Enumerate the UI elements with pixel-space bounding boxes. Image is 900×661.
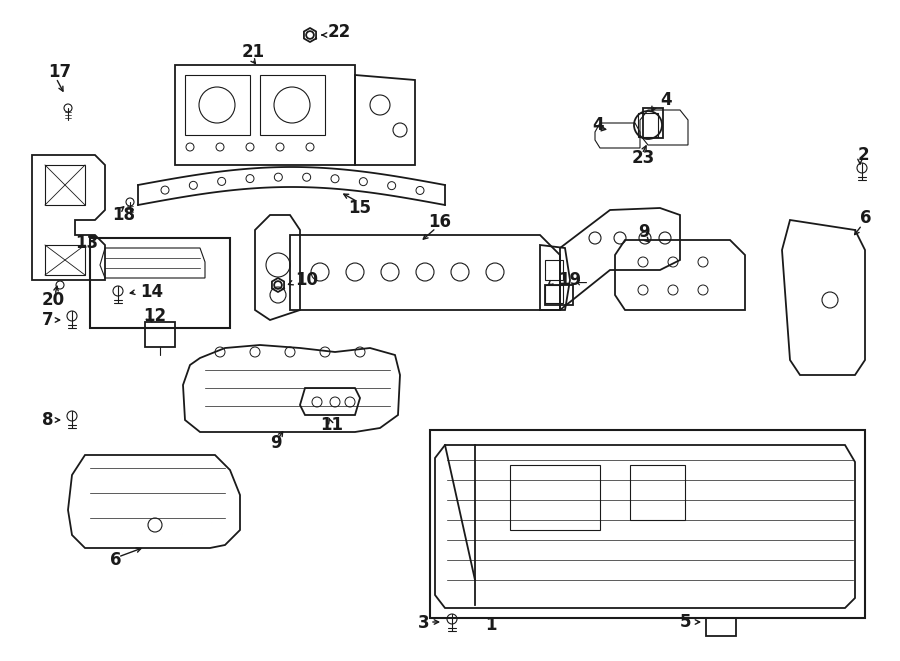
Text: 14: 14: [140, 283, 163, 301]
Text: 6: 6: [860, 209, 871, 227]
Text: 12: 12: [143, 307, 166, 325]
Text: 11: 11: [320, 416, 343, 434]
Text: 9: 9: [270, 434, 282, 452]
Text: 21: 21: [242, 43, 266, 61]
Bar: [145, 322, 175, 347]
Text: 18: 18: [112, 206, 135, 224]
Bar: [638, 113, 658, 137]
Text: 17: 17: [48, 63, 71, 81]
Text: 6: 6: [110, 551, 122, 569]
Text: 7: 7: [42, 311, 54, 329]
Text: 3: 3: [418, 614, 429, 632]
Text: 23: 23: [632, 149, 655, 167]
Text: 2: 2: [858, 146, 869, 164]
Text: ←: ←: [575, 276, 587, 290]
Text: 9: 9: [638, 223, 650, 241]
Text: 19: 19: [558, 271, 581, 289]
Bar: [643, 108, 663, 138]
Text: 4: 4: [592, 116, 604, 134]
Bar: [545, 260, 563, 280]
Text: 22: 22: [328, 23, 351, 41]
Bar: [260, 75, 325, 135]
Bar: [545, 285, 563, 303]
Bar: [430, 430, 865, 618]
Text: 15: 15: [348, 199, 371, 217]
Bar: [90, 238, 230, 328]
Bar: [175, 65, 355, 165]
Bar: [706, 618, 736, 636]
Text: 13: 13: [75, 234, 98, 252]
Text: 8: 8: [42, 411, 53, 429]
Bar: [545, 285, 573, 305]
Text: 1: 1: [485, 616, 497, 634]
Text: 10: 10: [295, 271, 318, 289]
Text: 20: 20: [42, 291, 65, 309]
Bar: [185, 75, 250, 135]
Text: 16: 16: [428, 213, 451, 231]
Text: 4: 4: [660, 91, 671, 109]
Bar: [630, 465, 685, 520]
Text: 5: 5: [680, 613, 691, 631]
